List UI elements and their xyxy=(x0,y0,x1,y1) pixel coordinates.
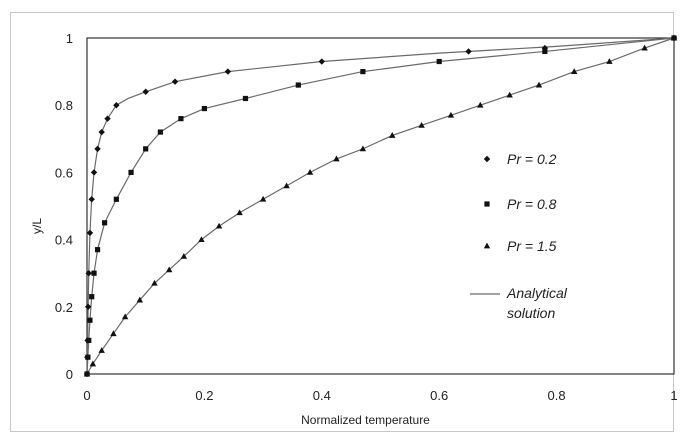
x-tick-label: 0.6 xyxy=(430,388,448,403)
point-triangle xyxy=(83,370,91,377)
point-triangle xyxy=(165,266,173,273)
point-square xyxy=(360,69,366,75)
point-triangle xyxy=(306,169,314,175)
point-diamond xyxy=(104,115,111,122)
x-tick-label: 0 xyxy=(83,388,90,403)
point-square xyxy=(102,220,108,226)
point-square xyxy=(157,129,163,135)
legend-label-pr02: Pr = 0.2 xyxy=(507,151,557,167)
legend-label-analytical: Analytical xyxy=(506,285,568,301)
point-triangle xyxy=(98,347,105,353)
point-diamond xyxy=(318,58,325,65)
point-triangle xyxy=(641,44,648,51)
y-tick-label: 0.8 xyxy=(55,98,73,113)
point-triangle xyxy=(506,91,513,98)
point-diamond xyxy=(224,68,232,75)
x-axis-label: Normalized temperature xyxy=(301,413,430,427)
point-diamond xyxy=(88,196,95,203)
point-square xyxy=(128,169,134,175)
legend-marker-pr08 xyxy=(484,201,490,207)
point-diamond xyxy=(98,128,105,136)
point-triangle xyxy=(535,81,543,88)
plot-border xyxy=(86,37,675,375)
point-triangle xyxy=(121,313,129,320)
point-triangle xyxy=(136,296,144,303)
point-square xyxy=(542,48,548,55)
point-diamond xyxy=(85,270,92,277)
point-square xyxy=(201,105,207,112)
legend-marker-pr02 xyxy=(483,155,491,163)
y-tick-label: 0.6 xyxy=(55,165,73,180)
analytical-curve-2 xyxy=(86,37,675,375)
point-triangle xyxy=(333,155,340,162)
point-triangle xyxy=(89,360,97,367)
point-square xyxy=(436,58,442,65)
point-triangle xyxy=(670,34,678,41)
y-tick-label: 0.4 xyxy=(55,233,73,248)
point-square xyxy=(178,116,184,122)
legend-label-pr15: Pr = 1.5 xyxy=(507,238,557,254)
point-triangle xyxy=(389,132,396,138)
point-triangle xyxy=(151,279,158,286)
tick-labels: 0 0.2 0.4 0.6 0.8 1 0 0.2 0.4 0.6 0.8 1 xyxy=(55,31,678,403)
point-diamond xyxy=(86,229,94,237)
point-diamond xyxy=(94,145,101,153)
y-tick-label: 0.2 xyxy=(55,300,73,315)
plot-area xyxy=(86,37,675,375)
point-triangle xyxy=(447,111,455,118)
point-square xyxy=(89,294,95,300)
point-square xyxy=(86,337,92,343)
point-triangle xyxy=(359,145,367,152)
legend: Pr = 0.2 Pr = 0.8 Pr = 1.5 Analytical so… xyxy=(470,151,568,321)
point-triangle xyxy=(606,58,613,64)
point-diamond xyxy=(90,169,98,176)
x-tick-label: 0.8 xyxy=(548,388,566,403)
y-tick-label: 0 xyxy=(66,367,73,382)
legend-label-solution: solution xyxy=(507,305,555,321)
point-triangle xyxy=(477,101,484,108)
y-tick-label: 1 xyxy=(66,31,73,46)
point-square xyxy=(143,146,149,152)
point-triangle xyxy=(198,236,205,242)
point-square xyxy=(91,270,97,276)
data-points xyxy=(83,34,678,378)
point-triangle xyxy=(418,121,425,128)
point-triangle xyxy=(215,222,223,229)
point-diamond xyxy=(84,303,92,310)
point-square xyxy=(87,317,93,323)
point-triangle xyxy=(283,182,290,189)
point-square xyxy=(94,247,101,253)
y-axis-label: y/L xyxy=(30,218,44,234)
legend-marker-pr15 xyxy=(483,242,491,249)
point-triangle xyxy=(571,68,578,74)
point-triangle xyxy=(259,195,267,202)
point-triangle xyxy=(180,253,188,259)
x-tick-label: 0.4 xyxy=(313,388,331,403)
point-triangle xyxy=(110,330,117,337)
analytical-curve-1 xyxy=(86,37,675,375)
point-square xyxy=(113,196,119,202)
x-tick-label: 1 xyxy=(670,388,677,403)
point-diamond xyxy=(113,102,120,109)
point-diamond xyxy=(171,78,179,85)
point-square xyxy=(85,354,91,360)
point-square xyxy=(242,95,249,102)
point-triangle xyxy=(236,209,243,216)
legend-label-pr08: Pr = 0.8 xyxy=(507,196,557,212)
x-tick-label: 0.2 xyxy=(195,388,213,403)
point-diamond xyxy=(465,48,472,55)
point-square xyxy=(295,82,301,88)
point-diamond xyxy=(142,88,149,95)
